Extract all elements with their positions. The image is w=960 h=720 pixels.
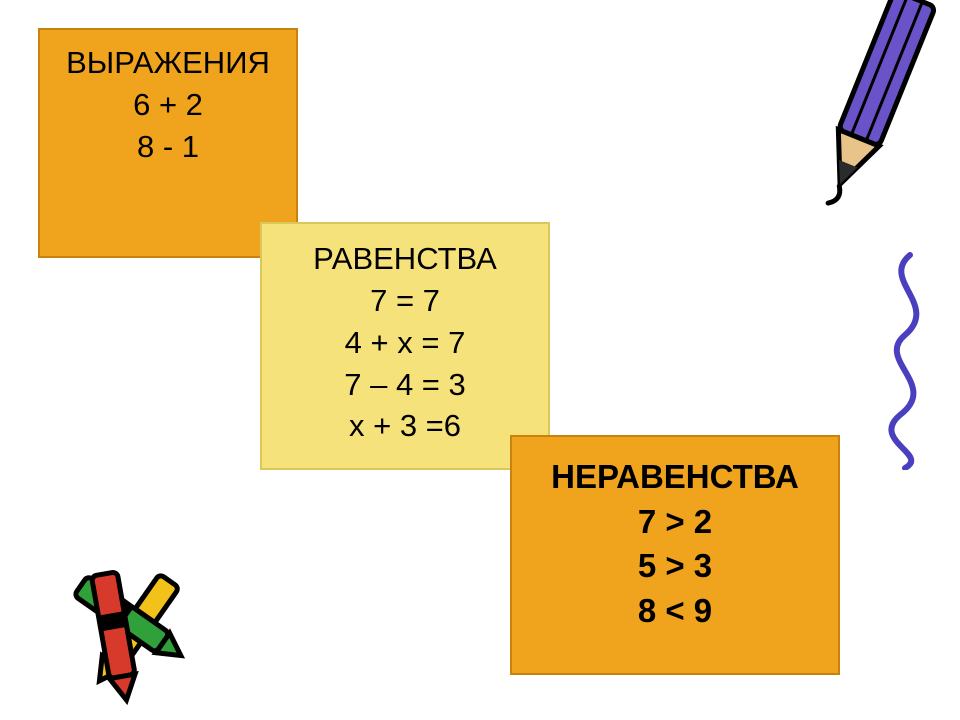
inequality-line: 7 > 2 <box>520 500 830 545</box>
squiggle-icon <box>870 250 950 470</box>
card-inequalities-title: НЕРАВЕНСТВА <box>520 455 830 500</box>
pencil-icon <box>790 0 950 220</box>
card-inequalities: НЕРАВЕНСТВА 7 > 2 5 > 3 8 < 9 <box>510 435 840 675</box>
equality-line: 7 – 4 = 3 <box>270 364 540 406</box>
inequality-line: 8 < 9 <box>520 589 830 634</box>
equality-line: x + 3 =6 <box>270 405 540 447</box>
card-equalities: РАВЕНСТВА 7 = 7 4 + x = 7 7 – 4 = 3 x + … <box>260 222 550 470</box>
expression-line: 6 + 2 <box>48 84 288 126</box>
card-expressions: ВЫРАЖЕНИЯ 6 + 2 8 - 1 <box>38 28 298 258</box>
card-expressions-title: ВЫРАЖЕНИЯ <box>48 42 288 84</box>
inequality-line: 5 > 3 <box>520 544 830 589</box>
crayons-icon <box>35 540 235 715</box>
equality-line: 4 + x = 7 <box>270 322 540 364</box>
card-equalities-title: РАВЕНСТВА <box>270 238 540 280</box>
slide-stage: ВЫРАЖЕНИЯ 6 + 2 8 - 1 РАВЕНСТВА 7 = 7 4 … <box>0 0 960 720</box>
expression-line: 8 - 1 <box>48 126 288 168</box>
equality-line: 7 = 7 <box>270 280 540 322</box>
